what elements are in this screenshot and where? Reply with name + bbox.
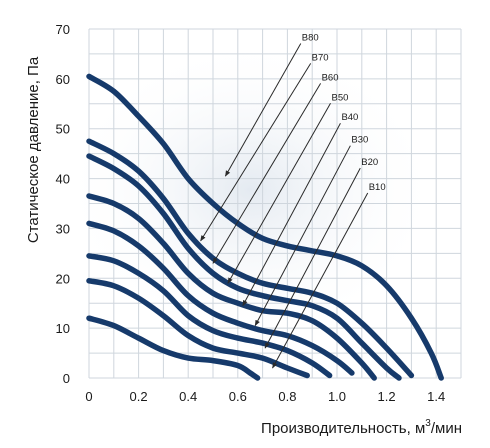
x-axis-title-main: Производительность, м <box>261 420 425 437</box>
series-label-b30: B30 <box>351 135 368 146</box>
leader-line-b80 <box>224 43 302 177</box>
fan-watermark <box>60 40 440 340</box>
x-axis-title-tail: /мин <box>431 420 462 437</box>
y-tick-label: 0 <box>63 371 70 386</box>
x-axis-title-sup: 3 <box>425 418 431 429</box>
series-label-b80: B80 <box>302 32 319 43</box>
x-tick-label: 0 <box>85 389 92 404</box>
x-tick-label: 0.6 <box>229 389 247 404</box>
x-tick-label: 1.2 <box>378 389 396 404</box>
series-curve-b30 <box>86 253 333 379</box>
y-tick-label: 10 <box>56 321 70 336</box>
series-label-b40: B40 <box>341 112 358 123</box>
x-tick-label: 0.4 <box>179 389 197 404</box>
series-curve-b70 <box>86 138 415 379</box>
leader-line-b40 <box>242 122 341 307</box>
y-tick-label: 40 <box>56 172 70 187</box>
x-tick-label: 1.0 <box>328 389 346 404</box>
x-tick-label: 0.2 <box>130 389 148 404</box>
x-axis-title: Производительность, м3/мин <box>261 418 462 437</box>
leader-line-b50 <box>227 103 331 284</box>
leader-line-b70 <box>200 63 312 242</box>
series-label-b50: B50 <box>332 92 349 103</box>
series-curve-b50 <box>86 193 377 381</box>
leader-line-b30 <box>254 145 351 327</box>
x-tick-label: 1.4 <box>427 389 445 404</box>
y-tick-label: 50 <box>56 122 70 137</box>
series-curve-b40 <box>86 220 355 376</box>
y-tick-label: 70 <box>56 22 70 37</box>
series-label-b60: B60 <box>322 72 339 83</box>
series-curve-b80 <box>86 73 444 381</box>
series-label-b20: B20 <box>361 157 378 168</box>
series-curves <box>86 73 444 381</box>
y-tick-label: 30 <box>56 221 70 236</box>
series-leaders <box>200 43 369 369</box>
y-tick-label: 60 <box>56 72 70 87</box>
series-curve-b10 <box>86 315 261 381</box>
leader-line-b20 <box>264 167 361 349</box>
series-label-b10: B10 <box>369 182 386 193</box>
leader-line-b10 <box>272 192 369 369</box>
x-tick-label: 0.8 <box>278 389 296 404</box>
series-label-b70: B70 <box>312 52 329 63</box>
axis-ticks: 0 0.2 0.4 0.6 0.8 1.0 1.2 1.4 0 10 20 30 40 50 60 70 <box>56 22 446 404</box>
y-tick-label: 20 <box>56 271 70 286</box>
y-axis-title: Статическое давление, Па <box>25 56 42 243</box>
series-labels: B80 B70 B60 B50 B40 B30 B20 B10 <box>302 32 386 193</box>
leader-line-b60 <box>212 83 322 264</box>
